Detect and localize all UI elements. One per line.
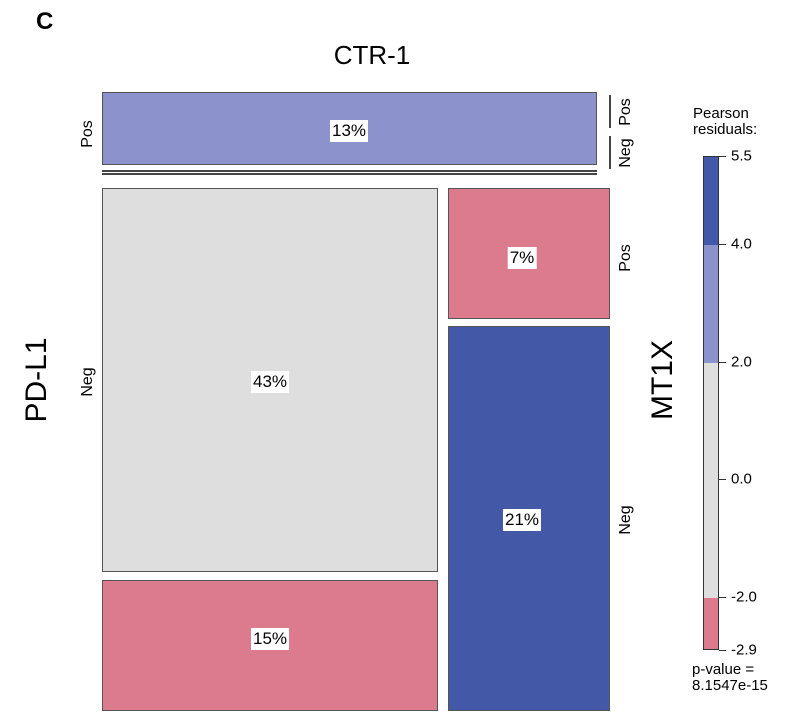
legend-band <box>704 598 718 650</box>
legend-tick-mark <box>719 650 726 651</box>
legend-color-bar <box>703 156 719 650</box>
legend-tick-mark <box>719 362 726 363</box>
right-bracket-top <box>609 95 611 128</box>
top-tile-underline-2 <box>102 173 597 175</box>
percent-label-pos: 13% <box>330 120 368 142</box>
right-label-neg: Neg <box>617 505 635 534</box>
p-value-line2: 8.1547e-15 <box>692 678 768 694</box>
legend-band <box>704 157 718 245</box>
legend-tick-label: 5.5 <box>731 148 752 165</box>
legend-tick-mark <box>719 479 726 480</box>
pdl1-axis-title: PD-L1 <box>20 337 54 422</box>
left-label-neg: Neg <box>79 367 97 396</box>
p-value: p-value = 8.1547e-15 <box>692 662 768 694</box>
legend-band <box>704 245 718 363</box>
percent-label-15: 15% <box>251 628 289 650</box>
legend-tick-label: -2.0 <box>731 589 757 606</box>
legend-title: Pearson residuals: <box>693 106 757 138</box>
legend-tick-label: 0.0 <box>731 471 752 488</box>
mt1x-axis-title-wrap: MT1X <box>628 330 698 430</box>
legend-tick-mark <box>719 156 726 157</box>
legend-tick-mark <box>719 597 726 598</box>
pdl1-axis-title-wrap: PD-L1 <box>2 330 72 430</box>
right-label-pos: Pos <box>617 244 635 272</box>
panel-letter: C <box>36 8 53 36</box>
legend-band <box>704 363 718 598</box>
ctr1-axis-title: CTR-1 <box>302 40 442 71</box>
right-label-pos-top: Pos <box>617 98 635 126</box>
right-bracket-bottom <box>609 136 611 169</box>
right-label-neg-top: Neg <box>617 138 635 167</box>
mt1x-axis-title: MT1X <box>646 340 680 420</box>
percent-label-43: 43% <box>251 371 289 393</box>
legend-tick-mark <box>719 244 726 245</box>
percent-label-21: 21% <box>503 509 541 531</box>
legend-tick-label: 4.0 <box>731 236 752 253</box>
legend-tick-label: 2.0 <box>731 353 752 370</box>
percent-label-7: 7% <box>508 247 537 269</box>
legend-title-line1: Pearson <box>693 106 757 122</box>
legend-tick-label: -2.9 <box>731 642 757 659</box>
left-label-pos: Pos <box>79 120 97 148</box>
legend-title-line2: residuals: <box>693 122 757 138</box>
p-value-line1: p-value = <box>692 662 768 678</box>
top-tile-underline <box>102 170 597 172</box>
